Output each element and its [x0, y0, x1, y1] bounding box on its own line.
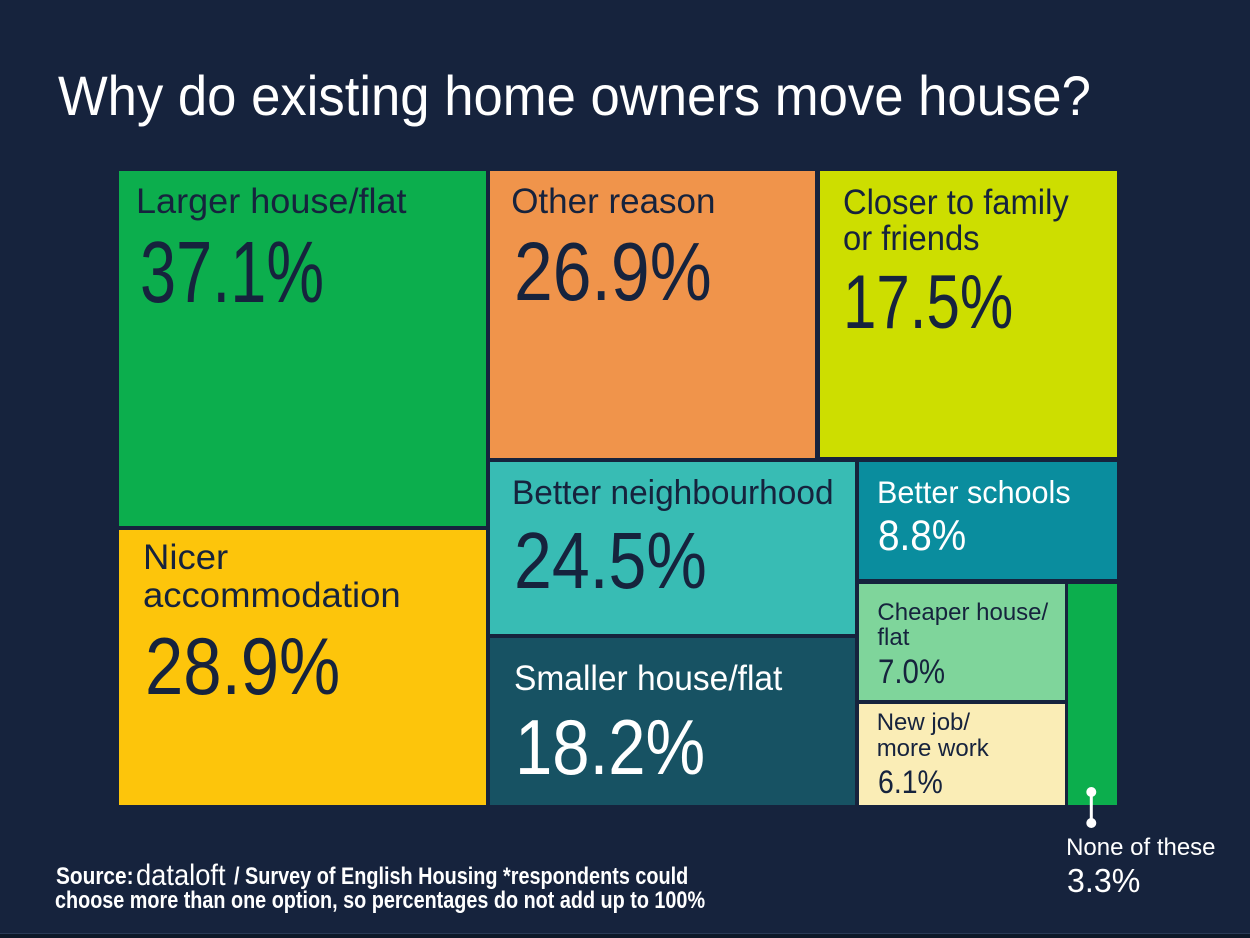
tile-percentage: 7.0%	[877, 652, 945, 691]
none-of-these-label: None of these	[1066, 833, 1216, 861]
tile-label: Larger house/flat	[135, 182, 407, 221]
tile-percentage: 6.1%	[877, 764, 943, 801]
tile-percentage: 17.5%	[842, 260, 1013, 346]
bottom-edge-shadow	[0, 934, 1250, 938]
treemap-tile-smaller-house-flat[interactable]: Smaller house/flat 18.2%	[490, 638, 855, 805]
tile-label: New job/ more work	[876, 709, 989, 762]
tile-label: Closer to family or friends	[842, 182, 1069, 258]
tile-percentage: 37.1%	[140, 223, 325, 321]
none-of-these-callout-line	[1086, 787, 1097, 828]
treemap-tile-better-neighbourhood[interactable]: Better neighbourhood 24.5%	[490, 462, 855, 634]
tile-percentage: 28.9%	[145, 621, 341, 712]
tile-percentage: 26.9%	[514, 225, 713, 319]
treemap-tile-none-of-these[interactable]	[1067, 583, 1117, 805]
treemap-tile-new-job-more-work[interactable]: New job/ more work 6.1%	[858, 703, 1065, 805]
chart-title: Why do existing home owners move house?	[57, 63, 1091, 127]
tile-label: Nicer accommodation	[143, 537, 401, 616]
dataloft-logo: dataloft	[136, 858, 226, 892]
tile-label: Better neighbourhood	[512, 474, 834, 513]
treemap-tile-nicer-accommodation[interactable]: Nicer accommodation 28.9%	[119, 529, 486, 805]
tile-percentage: 18.2%	[514, 702, 706, 791]
tile-percentage: 8.8%	[877, 512, 966, 561]
tile-percentage: 24.5%	[513, 515, 707, 605]
treemap-tile-closer-to-family[interactable]: Closer to family or friends 17.5%	[820, 171, 1117, 457]
source-line1: / Survey of English Housing *respondents…	[233, 863, 688, 891]
treemap-tile-cheaper-house-flat[interactable]: Cheaper house/ flat 7.0%	[858, 583, 1065, 700]
none-of-these-percentage: 3.3%	[1066, 862, 1140, 900]
tile-label: Smaller house/flat	[513, 658, 782, 698]
source-line2: choose more than one option, so percenta…	[55, 887, 706, 915]
tile-label: Better schools	[876, 473, 1071, 510]
treemap-tile-larger-house-flat[interactable]: Larger house/flat 37.1%	[119, 171, 486, 526]
treemap-tile-other-reason[interactable]: Other reason 26.9%	[490, 171, 815, 458]
treemap-tile-better-schools[interactable]: Better schools 8.8%	[858, 462, 1117, 579]
source-prefix: Source:	[55, 863, 139, 891]
bottom-edge-highlight	[0, 933, 1250, 934]
tile-label: Other reason	[511, 181, 716, 221]
tile-label: Cheaper house/ flat	[877, 598, 1049, 652]
